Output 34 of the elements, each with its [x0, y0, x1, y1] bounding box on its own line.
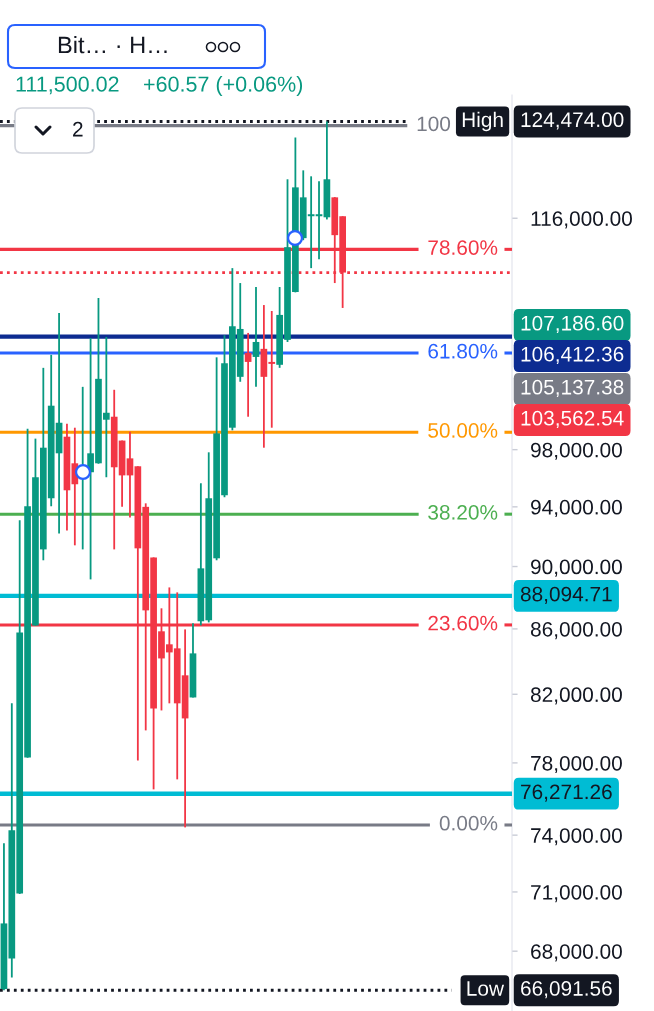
- candlestick: [244, 332, 252, 418]
- ref-line-label: 76,271.26: [521, 784, 612, 802]
- ref-line-label: 88,094.71: [520, 586, 612, 604]
- annotation: 78.60%: [428, 240, 498, 255]
- annotation: 23.60%: [428, 615, 498, 631]
- text: 66,091.56: [521, 981, 612, 999]
- y-tick-label: 78,000.00: [531, 755, 622, 774]
- ref-line-label: High: [462, 111, 503, 132]
- text: 103,562.54: [521, 410, 624, 429]
- y-tick-label: 71,000.00: [531, 884, 622, 903]
- annotation: 61.80%: [428, 343, 498, 359]
- annotation: 38.20%: [428, 505, 498, 520]
- text: 124,474.00: [521, 112, 624, 130]
- y-tick-label: 68,000.00: [531, 944, 622, 962]
- candlestick: [252, 286, 260, 388]
- y-tick-label: 86,000.00: [530, 621, 622, 640]
- ref-line-label: 106,412.36: [521, 346, 624, 365]
- annotation: 50.00%: [428, 423, 498, 438]
- chart-title: Bit… · H…: [58, 36, 167, 54]
- y-tick-label: 94,000.00: [531, 499, 622, 518]
- annotation: 2: [73, 121, 83, 137]
- y-tick-label: 82,000.00: [530, 687, 622, 705]
- text: 105,137.38: [521, 379, 624, 398]
- annotation: 0.00%: [439, 815, 498, 831]
- candlestick: [315, 180, 323, 261]
- annotation: +60.57 (+0.06%): [144, 75, 303, 97]
- y-tick-label: 98,000.00: [531, 442, 622, 460]
- ref-line-label: Low: [467, 981, 505, 996]
- text: 111,500.02: [16, 76, 119, 95]
- text: 107,186.60: [521, 315, 624, 334]
- y-tick-label: 116,000.00: [531, 211, 632, 229]
- y-tick-label: 74,000.00: [531, 828, 622, 846]
- annotation: 100: [417, 116, 451, 132]
- y-tick-label: 90,000.00: [531, 559, 622, 577]
